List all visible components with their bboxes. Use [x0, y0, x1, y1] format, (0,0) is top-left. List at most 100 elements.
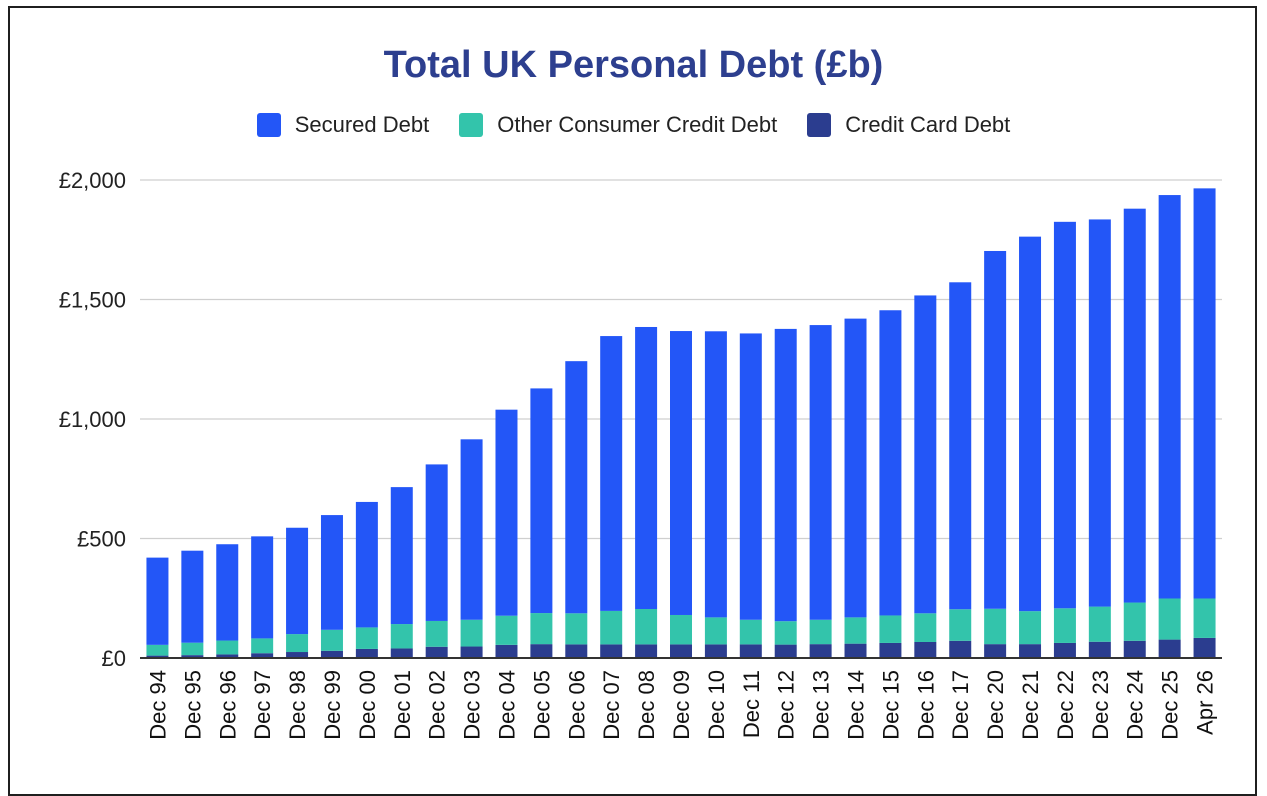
bar-secured-debt	[1053, 221, 1076, 609]
x-tick-label: Dec 05	[529, 670, 554, 740]
y-tick-label: £0	[102, 646, 126, 671]
x-tick-label: Dec 12	[774, 670, 799, 740]
bar-credit-card-debt	[216, 654, 239, 658]
bar-other-consumer-credit-debt	[1193, 598, 1216, 638]
bar-credit-card-debt	[1123, 640, 1146, 658]
bar-secured-debt	[844, 318, 867, 618]
bar-other-consumer-credit-debt	[286, 634, 309, 653]
y-tick-label: £1,500	[59, 288, 126, 313]
bar-credit-card-debt	[1088, 641, 1111, 658]
x-tick-label: Dec 08	[634, 670, 659, 740]
bar-secured-debt	[984, 250, 1007, 609]
bar-credit-card-debt	[286, 652, 309, 658]
bar-credit-card-debt	[670, 644, 692, 658]
bar-secured-debt	[635, 326, 658, 610]
bar-other-consumer-credit-debt	[1088, 606, 1111, 642]
x-tick-label: Dec 22	[1053, 670, 1078, 740]
bar-credit-card-debt	[1158, 639, 1181, 658]
bar-other-consumer-credit-debt	[984, 608, 1007, 645]
x-tick-label: Dec 04	[494, 670, 519, 740]
bar-secured-debt	[181, 550, 204, 643]
x-tick-label: Dec 03	[460, 670, 485, 740]
x-tick-label: Dec 14	[844, 670, 869, 740]
bar-secured-debt	[1123, 208, 1146, 603]
bar-credit-card-debt	[984, 644, 1007, 658]
bar-credit-card-debt	[251, 653, 274, 658]
bar-secured-debt	[355, 501, 378, 628]
x-tick-label: Dec 98	[285, 670, 310, 740]
bar-secured-debt	[809, 325, 832, 620]
chart-frame	[8, 6, 1257, 796]
bar-other-consumer-credit-debt	[949, 609, 972, 641]
bar-secured-debt	[774, 328, 797, 622]
bar-secured-debt	[460, 439, 483, 620]
bar-secured-debt	[565, 361, 588, 614]
x-tick-label: Dec 16	[913, 670, 938, 740]
bar-credit-card-debt	[390, 648, 413, 658]
x-tick-label: Dec 97	[250, 670, 275, 740]
bar-secured-debt	[949, 282, 972, 610]
bar-other-consumer-credit-debt	[320, 629, 343, 651]
x-tick-label: Dec 23	[1088, 670, 1113, 740]
bar-credit-card-debt	[320, 650, 343, 658]
bar-secured-debt	[390, 487, 413, 625]
x-tick-label: Dec 02	[425, 670, 450, 740]
bar-credit-card-debt	[809, 644, 832, 658]
bar-secured-debt	[216, 544, 239, 641]
x-tick-label: Dec 01	[390, 670, 415, 740]
bar-credit-card-debt	[600, 644, 623, 658]
bar-other-consumer-credit-debt	[670, 614, 692, 645]
y-tick-label: £2,000	[59, 168, 126, 193]
bar-secured-debt	[1193, 188, 1216, 599]
bar-secured-debt	[1158, 195, 1181, 599]
bar-credit-card-debt	[1193, 637, 1216, 658]
x-tick-label: Dec 96	[215, 670, 240, 740]
bar-secured-debt	[320, 515, 343, 630]
bar-other-consumer-credit-debt	[914, 613, 937, 642]
bar-secured-debt	[251, 536, 274, 639]
legend-swatch-secured	[256, 113, 281, 137]
legend-item-other-consumer: Other Consumer Credit Debt	[459, 112, 777, 138]
x-tick-label: Dec 15	[878, 670, 903, 740]
bar-secured-debt	[1019, 236, 1042, 612]
bar-credit-card-debt	[1053, 642, 1076, 658]
bar-secured-debt	[425, 464, 448, 621]
bar-other-consumer-credit-debt	[530, 613, 553, 645]
legend-label-secured: Secured Debt	[294, 112, 430, 137]
x-tick-label: Dec 11	[739, 670, 764, 738]
x-tick-label: Dec 10	[704, 670, 729, 740]
bar-credit-card-debt	[530, 644, 553, 658]
legend-swatch-credit-card	[807, 113, 832, 137]
bar-other-consumer-credit-debt	[1158, 598, 1181, 640]
bar-credit-card-debt	[355, 648, 378, 658]
chart-title: Total UK Personal Debt (£b)	[383, 44, 884, 86]
bar-secured-debt	[1088, 219, 1111, 607]
legend-item-credit-card: Credit Card Debt	[807, 112, 1010, 138]
bar-secured-debt	[879, 310, 902, 616]
bar-other-consumer-credit-debt	[1019, 611, 1042, 645]
bar-other-consumer-credit-debt	[704, 617, 727, 645]
bar-credit-card-debt	[879, 642, 902, 658]
bar-credit-card-debt	[181, 655, 204, 658]
bar-credit-card-debt	[495, 644, 518, 658]
legend-swatch-other-consumer	[459, 113, 484, 137]
bar-other-consumer-credit-debt	[251, 638, 274, 654]
legend-item-secured: Secured Debt	[256, 112, 430, 138]
legend-label-other-consumer: Other Consumer Credit Debt	[497, 112, 778, 137]
bar-other-consumer-credit-debt	[565, 613, 588, 645]
bar-other-consumer-credit-debt	[1053, 608, 1076, 643]
bar-secured-debt	[286, 527, 309, 635]
bar-credit-card-debt	[844, 643, 867, 658]
bar-credit-card-debt	[565, 644, 588, 658]
bar-credit-card-debt	[460, 646, 483, 658]
x-tick-label: Dec 17	[948, 670, 973, 740]
x-tick-label: Dec 95	[180, 670, 205, 740]
bar-other-consumer-credit-debt	[879, 615, 902, 643]
bar-credit-card-debt	[914, 641, 937, 658]
bar-credit-card-debt	[635, 644, 658, 658]
bar-secured-debt	[670, 331, 692, 615]
x-tick-label: Dec 09	[669, 670, 694, 740]
x-tick-label: Dec 94	[145, 670, 170, 740]
bar-credit-card-debt	[704, 644, 727, 658]
bar-credit-card-debt	[949, 640, 972, 658]
